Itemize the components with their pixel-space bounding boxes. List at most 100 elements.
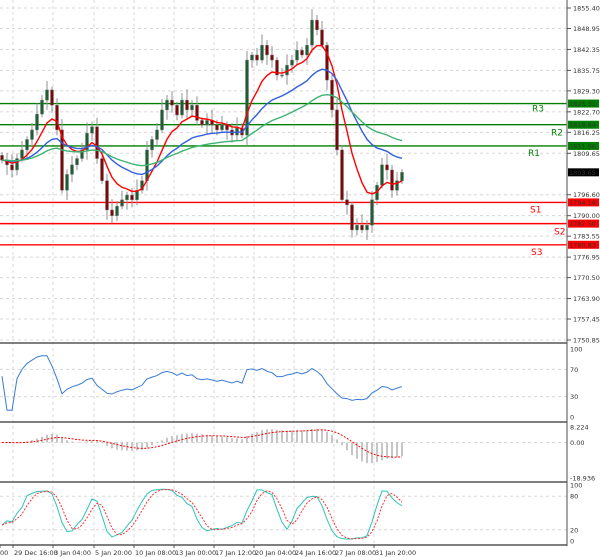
stoch-tick-label: 20 [570,526,578,534]
y-tick-label: 1757.45 [573,316,600,324]
candle-body [285,64,289,76]
stoch-tick-label: 100 [570,482,582,490]
candle-body [65,174,69,191]
candle-body [30,129,34,140]
y-tick-label: 1770.50 [573,274,600,282]
candle-body [190,104,194,111]
candle-body [260,44,264,61]
x-tick-label: 17 Jan 12:00 [215,549,256,557]
candle-body [265,44,269,56]
candle-body [315,19,319,31]
candle-body [35,113,39,131]
macd-tick-label: 0.00 [570,439,584,447]
candle-body [360,225,364,231]
candle-body [325,44,329,81]
candle-body [25,139,29,151]
candle-body [95,126,99,159]
level-label-s2: S2 [554,228,565,238]
y-tick-label: 1783.55 [573,233,600,241]
candle-body [365,225,369,231]
x-tick-label: 29 Dec 16:00 [14,549,58,557]
candle-body [125,194,129,201]
level-price-label: 1825.31 [569,100,596,108]
macd-tick-label: -18.936 [570,475,595,483]
x-tick-label: 20 Jan 04:00 [255,549,296,557]
level-label-r3: R3 [532,105,544,115]
candle-body [60,129,64,191]
candle-body [280,74,284,77]
candle-body [165,99,169,111]
stochastic-signal-line [1,488,403,540]
y-tick-label: 1750.85 [573,337,600,345]
level-label-r2: R2 [551,129,563,139]
candle-body [370,199,374,226]
candle-body [170,99,174,106]
y-tick-label: 1855.40 [573,5,600,13]
candle-body [55,104,59,131]
candle-body [200,120,204,126]
candle-body [250,54,254,61]
candle-body [275,59,279,76]
level-label-s3: S3 [531,248,542,258]
candle-body [180,99,184,116]
x-tick-label: 24 Jan 16:00 [295,549,336,557]
candle-body [20,149,24,159]
candle-body [40,99,44,115]
y-tick-label: 1763.90 [573,295,600,303]
candle-body [380,164,384,186]
candle-body [340,149,344,201]
candle-body [85,132,89,151]
x-tick-label: 31 Jan 20:00 [375,549,416,557]
moving-averages [1,44,403,195]
current-price-label: 1803.65 [569,169,596,177]
panel-frames [0,0,568,546]
candle-body [15,158,19,171]
candle-body [100,158,104,181]
stoch-tick-label: 0 [570,538,574,546]
candle-body [80,149,84,159]
support-resistance-levels: R3 R2 R1 S1 S2 S3 [0,102,567,258]
candle-body [0,155,4,161]
stochastic-main-line [1,488,403,540]
candle-body [245,59,249,136]
candle-body [160,109,164,131]
y-tick-label: 1776.95 [573,254,600,262]
candle-body [295,50,299,61]
candle-body [205,120,209,126]
level-price-label: 1780.83 [569,241,596,249]
x-tick-label: 00 [0,549,8,557]
candle-body [130,194,134,201]
y-tick-label: 1848.95 [573,25,600,33]
rsi-tick-label: 30 [570,393,578,401]
candle-body [110,209,114,216]
y-tick-label: 1816.25 [573,129,600,137]
candle-body [195,104,199,121]
candle-body [90,126,94,134]
candle-body [350,204,354,231]
macd-tick-label: 8.224 [570,424,589,432]
level-price-label: 1811.96 [569,142,596,150]
x-tick-label: 13 Jan 00:00 [175,549,216,557]
candle-body [220,124,224,131]
candle-body [120,199,124,207]
candles [0,9,404,240]
level-price-tag [568,99,599,108]
candle-body [305,44,309,56]
candle-body [150,139,154,151]
level-price-label: 1818.64 [569,121,596,129]
level-price-tag [568,240,599,249]
candle-body [395,180,399,191]
candle-body [335,109,339,151]
candle-body [385,164,389,171]
y-tick-label: 1842.35 [573,46,600,54]
candle-body [215,124,219,131]
candle-body [175,104,179,116]
candle-body [270,54,274,61]
candle-body [320,29,324,46]
current-price-tag [568,168,599,177]
macd-signal-line [1,429,403,458]
candle-body [135,190,139,201]
candle-body [300,50,304,56]
candle-body [45,89,49,101]
